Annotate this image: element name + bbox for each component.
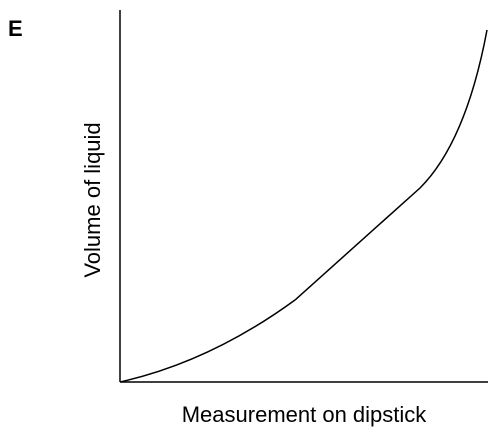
curve — [119, 29, 488, 383]
x-axis-label: Measurement on dipstick — [182, 402, 428, 427]
panel-label: E — [8, 16, 23, 41]
y-axis-label: Volume of liquid — [80, 122, 105, 277]
